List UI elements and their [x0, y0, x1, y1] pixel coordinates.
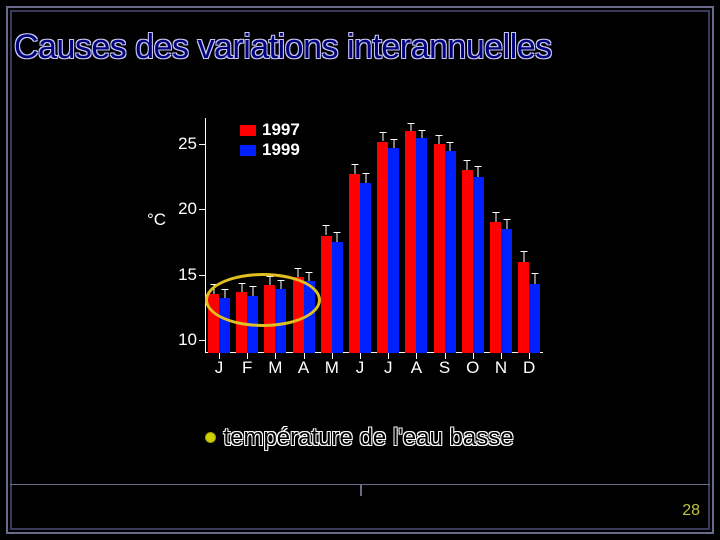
error-cap	[390, 139, 397, 140]
bar-1997	[321, 236, 332, 354]
error-bar	[354, 164, 355, 174]
error-cap	[436, 135, 443, 136]
bar-1999	[416, 138, 427, 353]
error-cap	[379, 132, 386, 133]
y-tick	[199, 209, 205, 210]
error-cap	[295, 268, 302, 269]
error-bar	[421, 130, 422, 138]
chart-plot-area: 10152025JFMAMJJASOND19971999	[205, 118, 543, 353]
x-tick-label: S	[435, 358, 455, 378]
error-bar	[439, 135, 440, 144]
bar-1999	[473, 177, 484, 353]
bar-1997	[377, 142, 388, 354]
x-tick-label: D	[519, 358, 539, 378]
error-cap	[503, 219, 510, 220]
error-cap	[306, 272, 313, 273]
error-bar	[337, 232, 338, 242]
bar-1997	[405, 131, 416, 353]
error-cap	[464, 160, 471, 161]
x-tick-label: A	[406, 358, 426, 378]
x-tick-label: M	[322, 358, 342, 378]
error-cap	[362, 173, 369, 174]
x-tick-label: J	[350, 358, 370, 378]
bullet-dot-icon	[206, 433, 215, 442]
bullet-text: température de l'eau basse	[223, 424, 513, 451]
bar-1999	[388, 148, 399, 353]
error-bar	[365, 173, 366, 183]
bar-1997	[349, 174, 360, 353]
error-bar	[523, 251, 524, 261]
legend-swatch	[240, 125, 256, 136]
bar-1997	[518, 262, 529, 353]
error-bar	[450, 142, 451, 151]
error-cap	[323, 225, 330, 226]
bullet-line: température de l'eau basse	[0, 424, 720, 452]
footer-tick	[360, 484, 362, 496]
legend-item: 1997	[240, 120, 300, 140]
bar-1999	[445, 151, 456, 353]
bar-1999	[332, 242, 343, 353]
slide-title: Causes des variations interannuelles	[14, 28, 704, 67]
chart-legend: 19971999	[240, 120, 300, 160]
error-bar	[534, 273, 535, 283]
error-bar	[506, 219, 507, 229]
error-cap	[492, 212, 499, 213]
error-bar	[467, 160, 468, 170]
highlight-ellipse	[205, 273, 321, 327]
x-tick-label: M	[265, 358, 285, 378]
x-tick-label: A	[294, 358, 314, 378]
y-tick-label: 20	[137, 199, 197, 219]
error-bar	[495, 212, 496, 222]
error-cap	[334, 232, 341, 233]
bar-1999	[529, 284, 540, 353]
error-cap	[475, 166, 482, 167]
error-bar	[298, 268, 299, 277]
slide-number: 28	[682, 502, 700, 520]
y-tick	[199, 144, 205, 145]
legend-label: 1999	[262, 140, 300, 159]
x-tick-label: J	[378, 358, 398, 378]
error-bar	[309, 272, 310, 281]
error-cap	[407, 123, 414, 124]
bar-1999	[501, 229, 512, 353]
y-tick-label: 15	[137, 265, 197, 285]
error-cap	[447, 142, 454, 143]
x-tick-label: N	[491, 358, 511, 378]
error-bar	[410, 123, 411, 131]
x-tick-label: J	[209, 358, 229, 378]
bar-1997	[462, 170, 473, 353]
temperature-chart: °C 10152025JFMAMJJASOND19971999	[155, 108, 560, 388]
bar-1997	[490, 222, 501, 353]
legend-swatch	[240, 145, 256, 156]
error-bar	[478, 166, 479, 176]
error-cap	[418, 130, 425, 131]
y-tick	[199, 275, 205, 276]
error-cap	[520, 251, 527, 252]
y-tick-label: 10	[137, 330, 197, 350]
error-bar	[382, 132, 383, 141]
error-bar	[326, 225, 327, 235]
y-tick	[199, 340, 205, 341]
x-tick-label: O	[463, 358, 483, 378]
x-tick-label: F	[237, 358, 257, 378]
y-axis-line	[205, 118, 206, 353]
legend-label: 1997	[262, 120, 300, 139]
legend-item: 1999	[240, 140, 300, 160]
error-cap	[531, 273, 538, 274]
error-cap	[351, 164, 358, 165]
y-tick-label: 25	[137, 134, 197, 154]
bar-1999	[360, 183, 371, 353]
bar-1997	[434, 144, 445, 353]
error-bar	[393, 139, 394, 148]
